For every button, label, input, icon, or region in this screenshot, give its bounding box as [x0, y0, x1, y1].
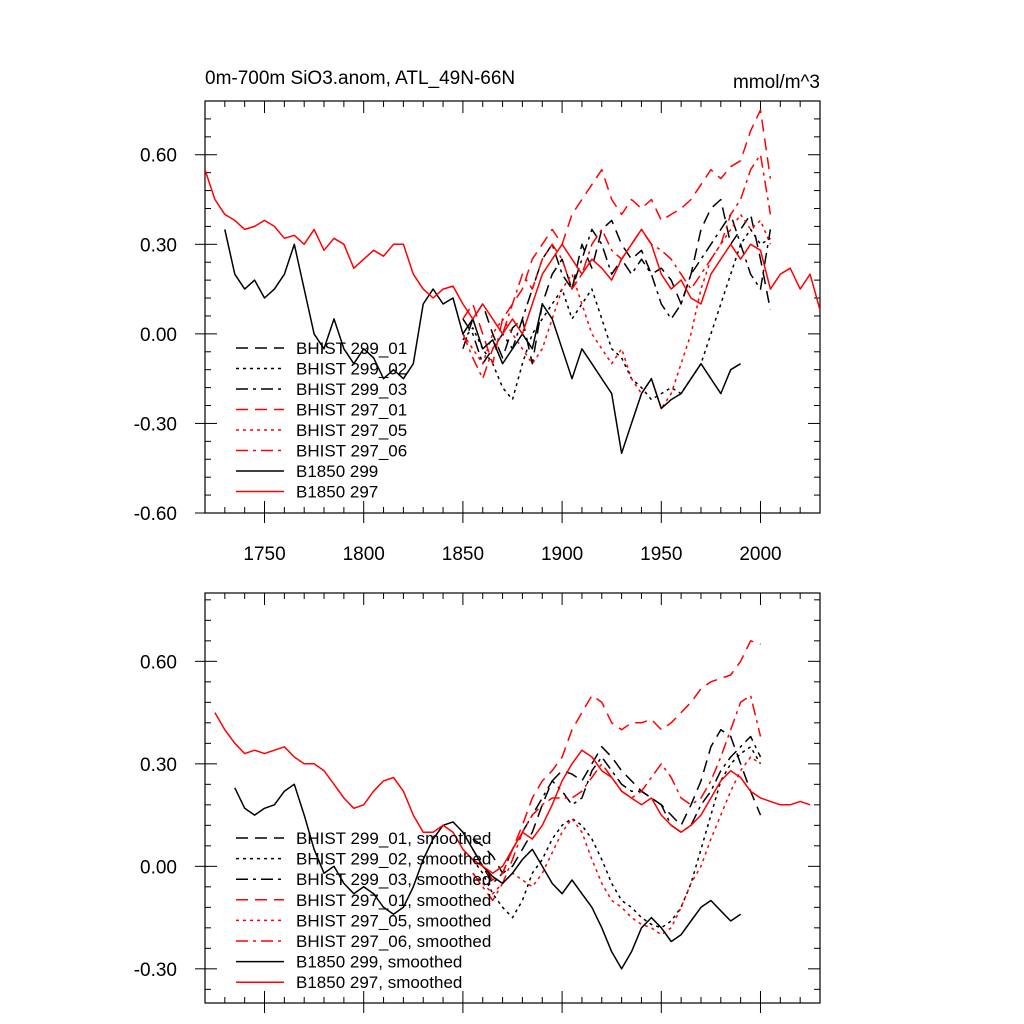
top-series-line-4 [462, 109, 772, 365]
y-tick-label: 0.30 [140, 235, 177, 256]
y-tick-label: -0.60 [134, 504, 177, 525]
x-tick-label: 1950 [640, 544, 682, 565]
top-series-line-7 [224, 229, 741, 455]
legend-label: BHIST 299_01, smoothed [296, 829, 491, 848]
top-panel: 0m-700m SiO3.anom, ATL_49N-66N mmol/m^3 … [134, 68, 821, 565]
bottom-series-line-3 [472, 735, 762, 885]
x-tick-label: 1850 [442, 544, 484, 565]
legend-label: BHIST 299_01 [296, 339, 407, 358]
top-series-line-5 [462, 213, 772, 410]
x-tick-label: 1750 [243, 544, 285, 565]
y-tick-label: 0.00 [140, 857, 177, 878]
y-tick-label: -0.30 [134, 960, 177, 981]
bottom-plot-frame [204, 592, 821, 1004]
top-series-line-6 [462, 153, 772, 380]
legend-label: BHIST 297_05, smoothed [296, 911, 491, 930]
legend-label: B1850 297 [296, 483, 378, 502]
top-units-label: mmol/m^3 [733, 72, 820, 93]
bottom-series-line-7 [234, 783, 742, 970]
bottom-series-line-8 [214, 712, 811, 874]
bottom-series-line-1 [472, 728, 762, 874]
y-tick-label: 0.00 [140, 325, 177, 346]
x-tick-label: 1900 [541, 544, 583, 565]
top-series-group [205, 109, 820, 455]
top-chart-title: 0m-700m SiO3.anom, ATL_49N-66N [205, 68, 515, 89]
legend-label: BHIST 299_02 [296, 360, 407, 379]
bottom-series-line-4 [472, 640, 761, 881]
bottom-axis-ticks: -0.30 0.00 0.30 0.60 [134, 593, 821, 1013]
legend-label: B1850 297, smoothed [296, 973, 462, 992]
top-axis-ticks: 1750 1800 1850 1900 1950 2000 -0.60 -0.30 0.00 0.… [134, 100, 821, 565]
bottom-series-line-6 [472, 694, 762, 902]
legend-label: BHIST 297_06, smoothed [296, 932, 491, 951]
y-tick-label: -0.30 [134, 414, 177, 435]
legend-label: BHIST 299_02, smoothed [296, 850, 491, 869]
y-tick-label: 0.60 [140, 146, 177, 167]
legend-label: BHIST 297_05 [296, 421, 407, 440]
bottom-panel: -0.30 0.00 0.30 0.60 BHIST 299_01, smoothed… [134, 592, 821, 1013]
top-series-line-3 [462, 213, 772, 365]
legend-label: BHIST 297_01, smoothed [296, 891, 491, 910]
legend-label: BHIST 297_06 [296, 442, 407, 461]
legend-label: BHIST 299_03, smoothed [296, 870, 491, 889]
bottom-legend: BHIST 299_01, smoothed BHIST 299_02, smoo… [236, 829, 491, 992]
bottom-series-line-2 [472, 746, 762, 929]
x-tick-label: 1800 [343, 544, 385, 565]
top-series-line-2 [462, 228, 771, 401]
y-tick-label: 0.30 [140, 755, 177, 776]
top-series-line-8 [205, 169, 820, 335]
top-series-line-1 [462, 198, 772, 365]
legend-label: BHIST 297_01 [296, 401, 407, 420]
legend-label: BHIST 299_03 [296, 380, 407, 399]
bottom-series-group [214, 640, 811, 970]
x-tick-label: 2000 [739, 544, 781, 565]
legend-label: B1850 299 [296, 462, 378, 481]
legend-label: B1850 299, smoothed [296, 953, 462, 972]
top-plot-frame [204, 100, 821, 514]
y-tick-label: 0.60 [140, 652, 177, 673]
